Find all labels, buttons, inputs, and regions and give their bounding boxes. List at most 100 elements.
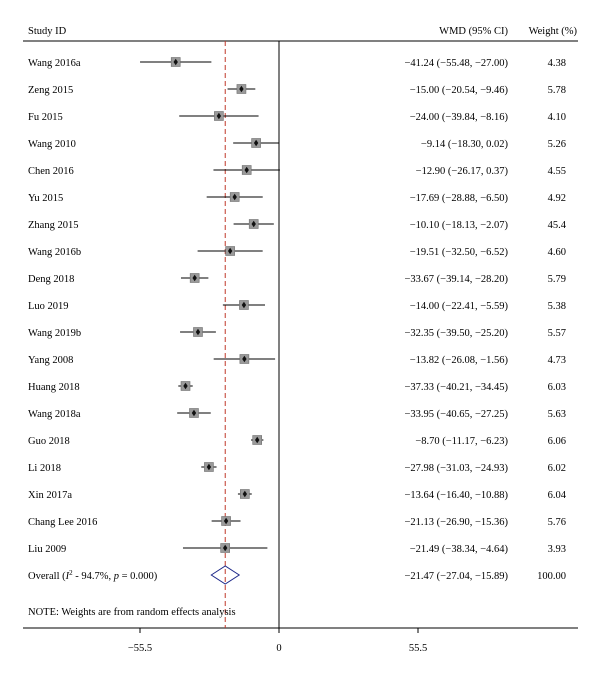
point-estimate [195,328,201,336]
point-estimate [242,490,248,498]
study-row-16: Li 2018 −27.98 (−31.03, −24.93) 6.02 [28,462,566,474]
ci-text: −14.00 (−22.41, −5.59) [410,301,509,312]
study-label: Wang 2019b [28,328,81,339]
study-row-10: Luo 2019 −14.00 (−22.41, −5.59) 5.38 [28,300,566,312]
study-row-6: Yu 2015 −17.69 (−28.88, −6.50) 4.92 [28,192,566,204]
point-estimate [216,112,222,120]
study-label: Fu 2015 [28,112,63,123]
study-row-17: Xin 2017a −13.64 (−16.40, −10.88) 6.04 [28,489,567,501]
study-label: Yang 2008 [28,355,73,366]
study-row-2: Zeng 2015 −15.00 (−20.54, −9.46) 5.78 [28,84,566,96]
weight-text: 4.73 [548,355,566,366]
overall-diamond [210,565,241,585]
study-row-13: Huang 2018 −37.33 (−40.21, −34.45) 6.03 [28,381,566,393]
point-estimate [191,409,197,417]
overall-label: Overall (I2 - 94.7%, p = 0.000) [28,569,158,582]
x-tick-label: −55.5 [128,643,152,654]
header-weight: Weight (%) [529,26,578,37]
point-estimate [232,193,237,201]
study-row-9: Deng 2018 −33.67 (−39.14, −28.20) 5.79 [28,273,566,285]
study-label: Chen 2016 [28,166,74,177]
weight-text: 5.38 [548,301,566,312]
point-estimate [183,382,188,390]
p-symbol: p [113,571,119,582]
study-row-1: Wang 2016a −41.24 (−55.48, −27.00) 4.38 [28,57,566,69]
weight-text: 6.02 [548,463,566,474]
ci-text: −13.64 (−16.40, −10.88) [404,490,508,501]
ci-text: −8.70 (−11.17, −6.23) [415,436,508,447]
study-label: Wang 2018a [28,409,81,420]
i2-superscript: 2 [69,569,73,577]
ci-text: −27.98 (−31.03, −24.93) [404,463,508,474]
ci-text: −37.33 (−40.21, −34.45) [404,382,508,393]
ci-text: −9.14 (−18.30, 0.02) [421,139,509,150]
header-row: Study ID WMD (95% CI) Weight (%) [28,26,577,37]
study-label: Wang 2016b [28,247,81,258]
weight-text: 45.4 [548,220,567,231]
plot-frame [23,40,578,629]
x-tick-label: 0 [276,643,281,654]
ci-text: −24.00 (−39.84, −8.16) [410,112,509,123]
ci-text: −19.51 (−32.50, −6.52) [410,247,509,258]
study-label: Xin 2017a [28,490,72,501]
study-row-5: Chen 2016 −12.90 (−26.17, 0.37) 4.55 [28,165,566,177]
point-estimate [222,544,228,552]
point-estimate [223,517,229,525]
study-row-8: Wang 2016b −19.51 (−32.50, −6.52) 4.60 [28,246,566,258]
study-label: Chang Lee 2016 [28,517,97,528]
point-estimate [244,166,249,174]
weight-text: 6.04 [548,490,567,501]
study-label: Liu 2009 [28,544,66,555]
weight-text: 4.55 [548,166,566,177]
study-row-3: Fu 2015 −24.00 (−39.84, −8.16) 4.10 [28,111,566,123]
study-row-15: Guo 2018 −8.70 (−11.17, −6.23) 6.06 [28,435,566,447]
ci-text: −12.90 (−26.17, 0.37) [416,166,509,177]
ci-text: −41.24 (−55.48, −27.00) [404,58,508,69]
overall-ci-text: −21.47 (−27.04, −15.89) [404,571,508,582]
study-label: Zeng 2015 [28,85,73,96]
weight-text: 5.57 [548,328,566,339]
study-row-12: Yang 2008 −13.82 (−26.08, −1.56) 4.73 [28,354,566,366]
weight-text: 6.03 [548,382,566,393]
point-estimate [173,58,178,66]
study-label: Yu 2015 [28,193,63,204]
study-rows: Wang 2016a −41.24 (−55.48, −27.00) 4.38 Zen… [28,57,567,618]
ci-text: −15.00 (−20.54, −9.46) [410,85,509,96]
weight-text: 6.06 [548,436,566,447]
ci-text: −33.67 (−39.14, −28.20) [404,274,508,285]
study-label: Deng 2018 [28,274,74,285]
ci-text: −21.49 (−38.34, −4.64) [410,544,509,555]
overall-weight-text: 100.00 [537,571,566,582]
point-estimate [242,355,247,363]
study-label: Wang 2016a [28,58,81,69]
footnote: NOTE: Weights are from random effects an… [28,607,236,618]
i2-symbol: I [65,571,70,582]
header-study-id: Study ID [28,26,67,37]
weight-text: 5.26 [548,139,566,150]
weight-text: 4.60 [548,247,566,258]
ci-text: −21.13 (−26.90, −15.36) [404,517,508,528]
point-estimate [241,301,247,309]
ci-text: −10.10 (−18.13, −2.07) [410,220,509,231]
weight-text: 4.92 [548,193,566,204]
ci-text: −32.35 (−39.50, −25.20) [404,328,508,339]
ci-text: −13.82 (−26.08, −1.56) [410,355,509,366]
weight-text: 5.79 [548,274,566,285]
point-estimate [251,220,256,228]
overall-row: Overall (I2 - 94.7%, p = 0.000) −21.47 (−… [28,565,566,585]
point-estimate [239,85,244,93]
point-estimate [253,139,259,147]
header-wmd: WMD (95% CI) [439,26,508,37]
study-label: Huang 2018 [28,382,80,393]
weight-text: 5.63 [548,409,566,420]
study-label: Guo 2018 [28,436,70,447]
ci-text: −17.69 (−28.88, −6.50) [410,193,509,204]
weight-text: 3.93 [548,544,566,555]
weight-text: 4.38 [548,58,566,69]
weight-text: 5.76 [548,517,566,528]
study-row-14: Wang 2018a −33.95 (−40.65, −27.25) 5.63 [28,408,566,420]
ci-text: −33.95 (−40.65, −27.25) [404,409,508,420]
x-tick-label: 55.5 [409,643,427,654]
study-label: Wang 2010 [28,139,76,150]
